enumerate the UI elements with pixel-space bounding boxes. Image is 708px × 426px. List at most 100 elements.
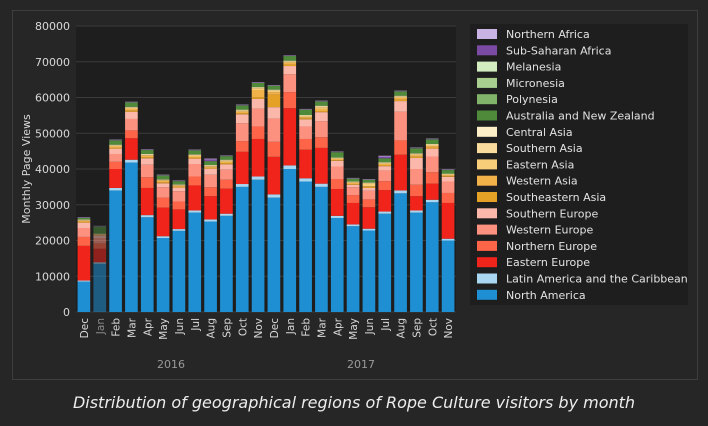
- bar-segment-southern-europe: [93, 235, 107, 238]
- bar-segment-western-asia: [330, 158, 344, 161]
- bar-segment-western-asia: [267, 92, 281, 95]
- bar-segment-latin-america-and-the-caribbean: [172, 229, 186, 231]
- bar-segment-western-europe: [140, 164, 154, 178]
- bar-segment-eastern-europe: [362, 207, 376, 229]
- bar-segment-southeastern-asia: [140, 157, 154, 159]
- year-labels: 2016 2017: [157, 358, 375, 371]
- legend-item: Northern Africa: [477, 28, 590, 41]
- bar-segment-australia-and-new-zealand: [220, 156, 233, 160]
- bar-segment-latin-america-and-the-caribbean: [235, 184, 249, 187]
- bar-segment-southern-europe: [77, 222, 91, 228]
- bar-segment-western-europe: [330, 166, 344, 180]
- bar-segment-australia-and-new-zealand: [204, 161, 217, 166]
- bar-segment-eastern-europe: [346, 202, 360, 225]
- bar-segment-latin-america-and-the-caribbean: [410, 210, 423, 213]
- legend-swatch: [477, 240, 497, 251]
- bar-segment-southern-asia: [315, 106, 328, 108]
- bar-segment-southern-asia: [283, 61, 297, 62]
- bar-segment-eastern-europe: [172, 209, 186, 230]
- bar-segment-southern-europe: [330, 160, 344, 167]
- y-tick-label: 70000: [35, 56, 70, 69]
- bar-segment-southern-europe: [378, 166, 392, 171]
- bar-segment-western-europe: [394, 111, 407, 141]
- bar-segment-southeastern-asia: [77, 221, 91, 223]
- bar-segment-western-asia: [425, 146, 439, 148]
- bar-segment-latin-america-and-the-caribbean: [315, 183, 328, 187]
- bar-segment-eastern-asia: [441, 174, 455, 176]
- bar-segment-eastern-europe: [441, 202, 455, 239]
- bar-segment-western-asia: [283, 62, 297, 65]
- bar-segment-australia-and-new-zealand: [93, 226, 107, 234]
- bar-segment-southeastern-asia: [156, 182, 170, 184]
- bar-segment-northern-europe: [330, 179, 344, 190]
- bar-segment-southern-europe: [188, 158, 202, 164]
- bar-segment-western-europe: [204, 174, 217, 188]
- bar-segment-north-america: [235, 186, 249, 312]
- legend-item: Central Asia: [477, 126, 573, 139]
- x-tick-label: Jan: [285, 318, 297, 335]
- bar-segment-sub-saharan-africa: [378, 156, 392, 159]
- bar-segment-southern-asia: [188, 154, 202, 156]
- bar-segment-western-europe: [441, 181, 455, 193]
- legend-label: Western Asia: [506, 175, 578, 188]
- bar-segment-north-america: [172, 230, 186, 312]
- bar-segment-eastern-europe: [315, 147, 328, 184]
- legend-swatch: [477, 29, 497, 39]
- bar-segment-northern-europe: [283, 92, 297, 109]
- bar-segment-southeastern-asia: [299, 118, 312, 120]
- bar-segment-western-asia: [362, 186, 376, 187]
- bar-segment-latin-america-and-the-caribbean: [140, 215, 154, 218]
- bar-segment-eastern-europe: [93, 248, 107, 263]
- bar-segment-western-asia: [251, 89, 265, 98]
- bar-segment-southern-europe: [172, 187, 186, 192]
- legend-item: Sub-Saharan Africa: [477, 44, 611, 57]
- bar-segment-northern-europe: [441, 192, 455, 203]
- x-tick-label: May: [348, 318, 360, 340]
- bar-segment-australia-and-new-zealand: [425, 139, 439, 144]
- x-tick-label: Sep: [411, 318, 423, 338]
- bar-segment-eastern-europe: [378, 190, 392, 212]
- bar-segment-western-europe: [362, 190, 376, 200]
- bar-segment-northern-europe: [315, 137, 328, 148]
- bar-segment-southern-europe: [109, 148, 122, 154]
- legend-item: Southern Asia: [477, 142, 583, 155]
- bar-segment-southeastern-asia: [109, 147, 122, 149]
- bar-segment-eastern-asia: [346, 182, 360, 183]
- bar-segment-australia-and-new-zealand: [77, 217, 91, 220]
- bar-segment-southern-europe: [362, 187, 376, 191]
- legend-label: Northern Africa: [506, 28, 590, 41]
- bar-segment-eastern-europe: [394, 154, 407, 191]
- bar-segment-north-america: [125, 162, 138, 312]
- bar-segment-north-america: [267, 197, 281, 312]
- bar-segment-western-europe: [283, 74, 297, 93]
- bar-segment-northern-europe: [267, 141, 281, 157]
- x-tick-label: Sep: [221, 318, 233, 338]
- bar-segment-western-asia: [441, 175, 455, 177]
- bar-segment-eastern-asia: [204, 166, 217, 167]
- bar-segment-western-asia: [140, 155, 154, 158]
- bar-segment-southeastern-asia: [425, 147, 439, 149]
- bar-segment-southern-asia: [140, 154, 154, 156]
- bar-segment-eastern-europe: [235, 151, 249, 185]
- bar-segment-latin-america-and-the-caribbean: [109, 187, 122, 191]
- legend-swatch: [477, 94, 497, 105]
- bar-segment-northern-africa: [378, 155, 392, 157]
- legend-item: Southern Europe: [477, 207, 598, 220]
- bar-segment-western-europe: [410, 169, 423, 185]
- bar-segment-latin-america-and-the-caribbean: [378, 211, 392, 214]
- gridlines: [76, 25, 456, 313]
- bar-segment-north-america: [441, 240, 455, 312]
- bar-segment-eastern-europe: [156, 207, 170, 237]
- bar-segment-sub-saharan-africa: [204, 159, 217, 162]
- bar-segment-northern-europe: [125, 130, 138, 139]
- x-tick-label: Mar: [126, 317, 138, 337]
- bar-segment-eastern-asia: [220, 160, 233, 162]
- bar-segment-southern-europe: [283, 66, 297, 75]
- bar-segment-southeastern-asia: [172, 186, 186, 188]
- bar-segment-eastern-europe: [220, 188, 233, 214]
- bar-segment-southern-asia: [235, 110, 249, 111]
- bar-segment-australia-and-new-zealand: [140, 150, 154, 154]
- legend-item: Northern Europe: [477, 240, 597, 253]
- bar-segment-latin-america-and-the-caribbean: [362, 228, 376, 231]
- bar-segment-western-asia: [235, 111, 249, 114]
